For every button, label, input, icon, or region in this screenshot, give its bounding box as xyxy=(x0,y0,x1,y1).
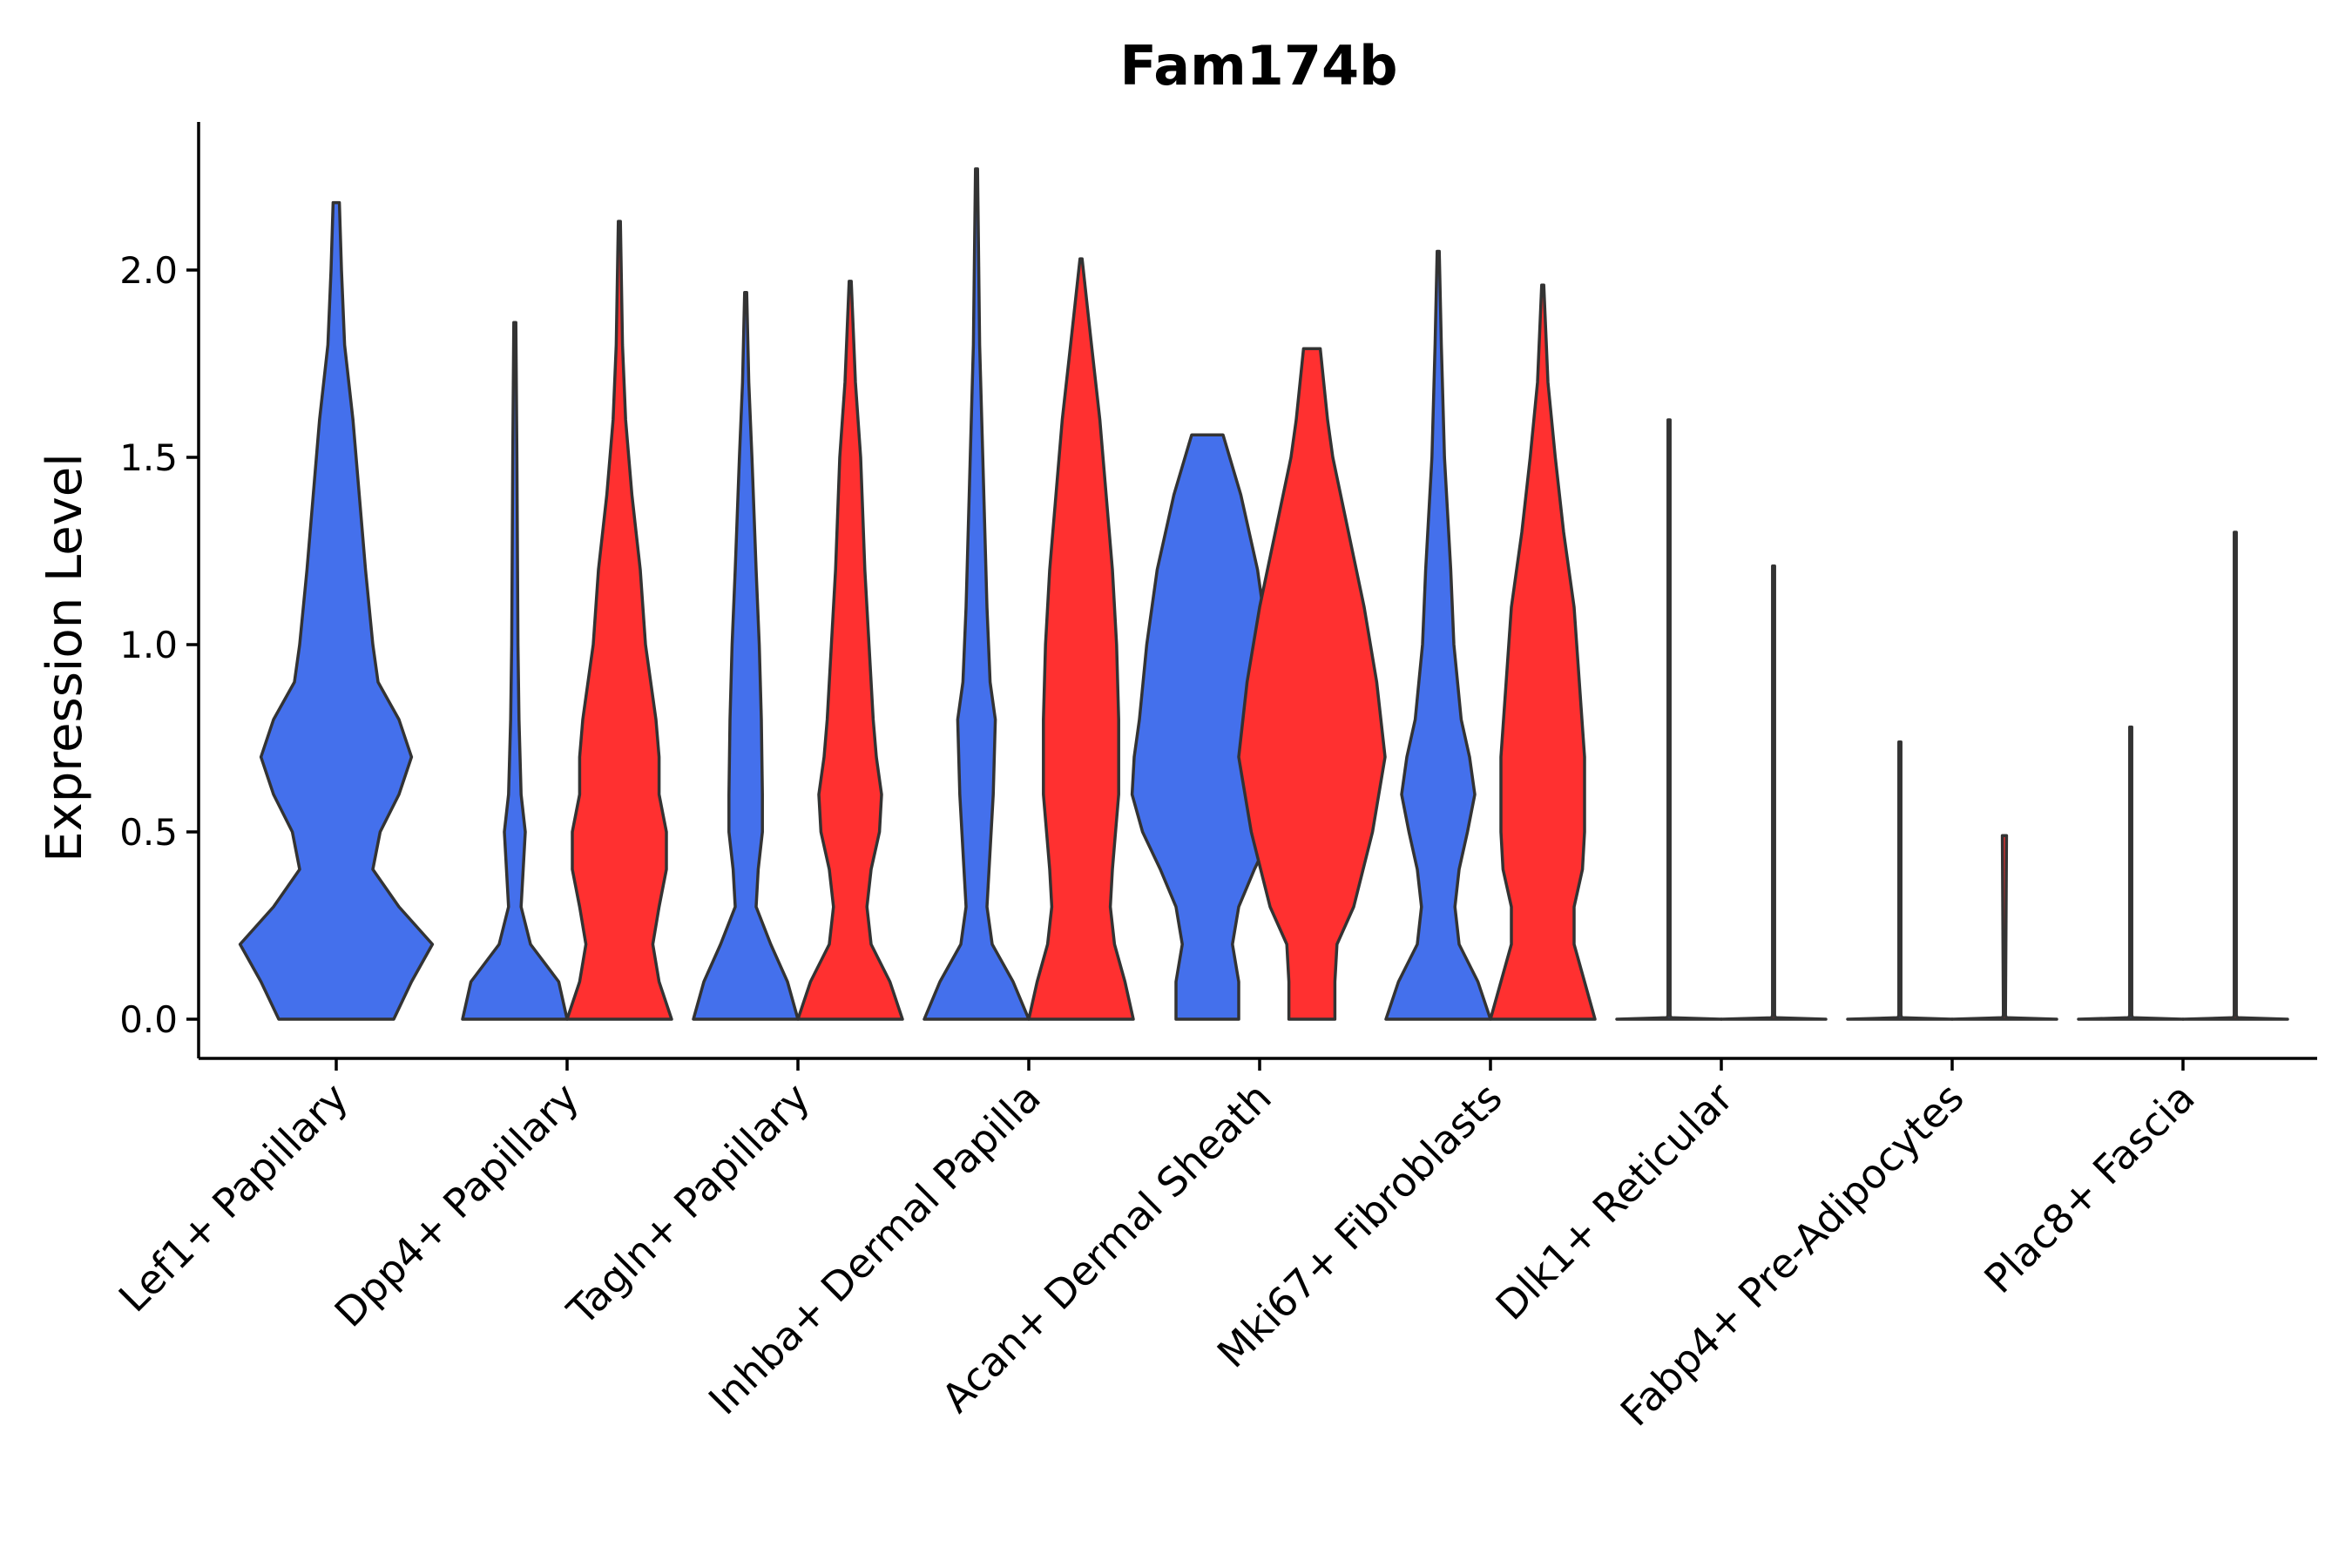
violin-red-6 xyxy=(1720,564,1828,1021)
x-tick-label: Tagln+ Papillary xyxy=(558,1074,819,1335)
y-tick-label: 0.5 xyxy=(119,811,178,854)
x-tick-label: Lef1+ Papillary xyxy=(110,1074,357,1321)
x-tick-label: Plac8+ Fascia xyxy=(1975,1074,2203,1302)
chart-title: Fam174b xyxy=(1120,34,1398,98)
violin-red-7 xyxy=(1950,834,2058,1021)
y-tick-label: 0.0 xyxy=(119,998,178,1041)
violin-red-4 xyxy=(1237,347,1387,1021)
violin-blue-6 xyxy=(1615,418,1723,1021)
x-tick-label: Dpp4+ Papillary xyxy=(326,1074,588,1336)
violin-blue-3 xyxy=(923,167,1031,1021)
x-tick-label: Dlk1+ Reticular xyxy=(1487,1074,1742,1329)
violins-layer xyxy=(238,167,2289,1021)
violin-blue-2 xyxy=(692,291,800,1021)
violin-blue-0 xyxy=(238,200,435,1021)
y-tick-label: 1.0 xyxy=(119,624,178,666)
violin-blue-5 xyxy=(1384,249,1492,1021)
violin-red-8 xyxy=(2181,531,2289,1021)
y-tick-label: 2.0 xyxy=(119,249,178,292)
y-axis-label: Expression Level xyxy=(37,453,93,862)
y-axis: 0.0 0.5 1.0 1.5 2.0 xyxy=(119,122,200,1058)
y-tick-label: 1.5 xyxy=(119,436,178,479)
violin-red-1 xyxy=(565,220,673,1021)
violin-blue-7 xyxy=(1846,740,1954,1021)
violin-red-5 xyxy=(1489,283,1597,1021)
violin-red-2 xyxy=(796,280,904,1021)
violin-blue-1 xyxy=(461,321,569,1021)
violin-red-3 xyxy=(1027,257,1135,1021)
violin-blue-8 xyxy=(2077,725,2185,1021)
